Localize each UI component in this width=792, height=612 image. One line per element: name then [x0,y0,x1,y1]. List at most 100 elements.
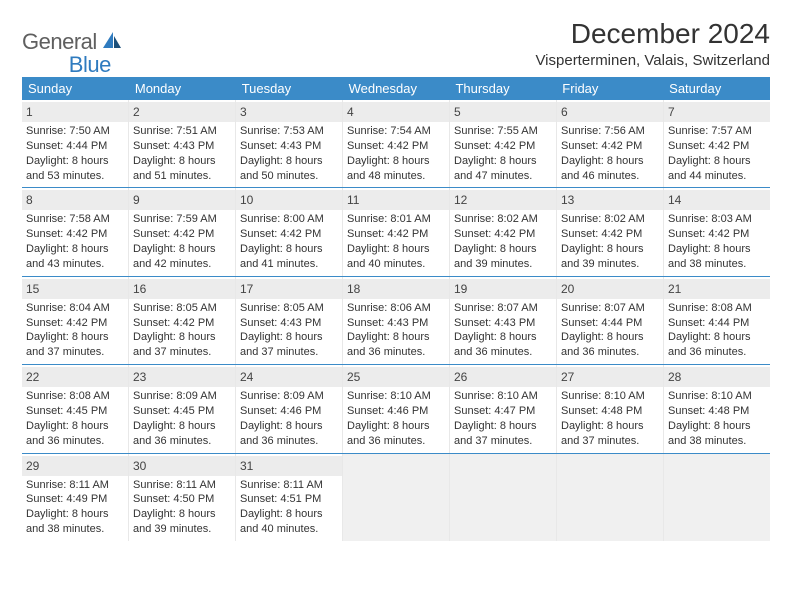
day-header: Sunday [22,77,129,100]
sunrise-line: Sunrise: 8:10 AM [561,389,659,404]
day-number: 31 [240,459,253,473]
daylight-line: Daylight: 8 hours and 36 minutes. [240,419,338,449]
daynum-row: 18 [343,279,449,299]
sunset-line: Sunset: 4:42 PM [347,227,445,242]
day-cell: 20Sunrise: 8:07 AMSunset: 4:44 PMDayligh… [557,277,664,364]
daynum-row: 26 [450,367,556,387]
day-number: 30 [133,459,146,473]
daylight-line: Daylight: 8 hours and 40 minutes. [240,507,338,537]
day-cell: 22Sunrise: 8:08 AMSunset: 4:45 PMDayligh… [22,365,129,452]
logo: General Blue [22,18,111,66]
daylight-line: Daylight: 8 hours and 37 minutes. [561,419,659,449]
day-cell: 16Sunrise: 8:05 AMSunset: 4:42 PMDayligh… [129,277,236,364]
sunrise-line: Sunrise: 8:10 AM [347,389,445,404]
sunset-line: Sunset: 4:42 PM [454,227,552,242]
daynum-row: 7 [664,102,770,122]
daylight-line: Daylight: 8 hours and 48 minutes. [347,154,445,184]
sunset-line: Sunset: 4:42 PM [26,316,124,331]
daynum-row: 16 [129,279,235,299]
day-cell: 14Sunrise: 8:03 AMSunset: 4:42 PMDayligh… [664,188,770,275]
day-number: 29 [26,459,39,473]
day-number: 8 [26,193,33,207]
daynum-row: 17 [236,279,342,299]
sunset-line: Sunset: 4:43 PM [240,316,338,331]
day-number: 27 [561,370,574,384]
sunset-line: Sunset: 4:48 PM [668,404,766,419]
daylight-line: Daylight: 8 hours and 53 minutes. [26,154,124,184]
daynum-row: 8 [22,190,128,210]
daynum-row: 15 [22,279,128,299]
day-cell: 19Sunrise: 8:07 AMSunset: 4:43 PMDayligh… [450,277,557,364]
daynum-row: 21 [664,279,770,299]
day-cell: 8Sunrise: 7:58 AMSunset: 4:42 PMDaylight… [22,188,129,275]
sunrise-line: Sunrise: 8:01 AM [347,212,445,227]
day-cell: 10Sunrise: 8:00 AMSunset: 4:42 PMDayligh… [236,188,343,275]
sunrise-line: Sunrise: 8:11 AM [26,478,124,493]
day-cell [664,454,770,541]
day-number: 26 [454,370,467,384]
sunset-line: Sunset: 4:45 PM [133,404,231,419]
sunset-line: Sunset: 4:42 PM [240,227,338,242]
sunset-line: Sunset: 4:44 PM [668,316,766,331]
daylight-line: Daylight: 8 hours and 37 minutes. [240,330,338,360]
sunset-line: Sunset: 4:44 PM [561,316,659,331]
day-number: 4 [347,105,354,119]
sunrise-line: Sunrise: 8:08 AM [668,301,766,316]
day-number: 15 [26,282,39,296]
daylight-line: Daylight: 8 hours and 36 minutes. [347,330,445,360]
header: General Blue December 2024 Vispertermine… [22,18,770,69]
sunrise-line: Sunrise: 8:06 AM [347,301,445,316]
week-row: 8Sunrise: 7:58 AMSunset: 4:42 PMDaylight… [22,188,770,276]
daynum-row: 19 [450,279,556,299]
day-number: 18 [347,282,360,296]
week-row: 15Sunrise: 8:04 AMSunset: 4:42 PMDayligh… [22,277,770,365]
daylight-line: Daylight: 8 hours and 41 minutes. [240,242,338,272]
daylight-line: Daylight: 8 hours and 38 minutes. [668,419,766,449]
week-row: 1Sunrise: 7:50 AMSunset: 4:44 PMDaylight… [22,100,770,188]
sunset-line: Sunset: 4:42 PM [668,139,766,154]
title-block: December 2024 Visperterminen, Valais, Sw… [535,18,770,69]
day-cell: 13Sunrise: 8:02 AMSunset: 4:42 PMDayligh… [557,188,664,275]
day-cell: 5Sunrise: 7:55 AMSunset: 4:42 PMDaylight… [450,100,557,187]
location: Visperterminen, Valais, Switzerland [535,52,770,69]
sunset-line: Sunset: 4:43 PM [454,316,552,331]
sunset-line: Sunset: 4:42 PM [133,227,231,242]
day-cell [343,454,450,541]
daylight-line: Daylight: 8 hours and 46 minutes. [561,154,659,184]
daynum-row: 20 [557,279,663,299]
daynum-row: 10 [236,190,342,210]
daynum-row: 5 [450,102,556,122]
daylight-line: Daylight: 8 hours and 37 minutes. [133,330,231,360]
day-cell: 25Sunrise: 8:10 AMSunset: 4:46 PMDayligh… [343,365,450,452]
day-cell: 21 Sunrise: 8:08 AMSunset: 4:44 PMDayligh… [664,277,770,364]
day-cell: 2Sunrise: 7:51 AMSunset: 4:43 PMDaylight… [129,100,236,187]
daynum-row: 2 [129,102,235,122]
day-cell [450,454,557,541]
day-number: 5 [454,105,461,119]
day-cell: 27Sunrise: 8:10 AMSunset: 4:48 PMDayligh… [557,365,664,452]
sunset-line: Sunset: 4:49 PM [26,492,124,507]
day-cell [557,454,664,541]
sunrise-line: Sunrise: 7:59 AM [133,212,231,227]
sunrise-line: Sunrise: 8:05 AM [133,301,231,316]
sunset-line: Sunset: 4:42 PM [26,227,124,242]
day-cell: 1Sunrise: 7:50 AMSunset: 4:44 PMDaylight… [22,100,129,187]
day-cell: 29Sunrise: 8:11 AMSunset: 4:49 PMDayligh… [22,454,129,541]
sunset-line: Sunset: 4:45 PM [26,404,124,419]
daylight-line: Daylight: 8 hours and 47 minutes. [454,154,552,184]
daylight-line: Daylight: 8 hours and 36 minutes. [347,419,445,449]
day-cell: 11Sunrise: 8:01 AMSunset: 4:42 PMDayligh… [343,188,450,275]
sunrise-line: Sunrise: 8:02 AM [454,212,552,227]
sunrise-line: Sunrise: 7:50 AM [26,124,124,139]
daylight-line: Daylight: 8 hours and 36 minutes. [668,330,766,360]
sunrise-line: Sunrise: 8:03 AM [668,212,766,227]
sunset-line: Sunset: 4:42 PM [561,139,659,154]
logo-text-blue: Blue [69,52,111,78]
daylight-line: Daylight: 8 hours and 40 minutes. [347,242,445,272]
daynum-row: 13 [557,190,663,210]
day-number: 2 [133,105,140,119]
day-number: 13 [561,193,574,207]
daynum-row: 22 [22,367,128,387]
sunrise-line: Sunrise: 8:09 AM [240,389,338,404]
day-headers-row: SundayMondayTuesdayWednesdayThursdayFrid… [22,77,770,100]
